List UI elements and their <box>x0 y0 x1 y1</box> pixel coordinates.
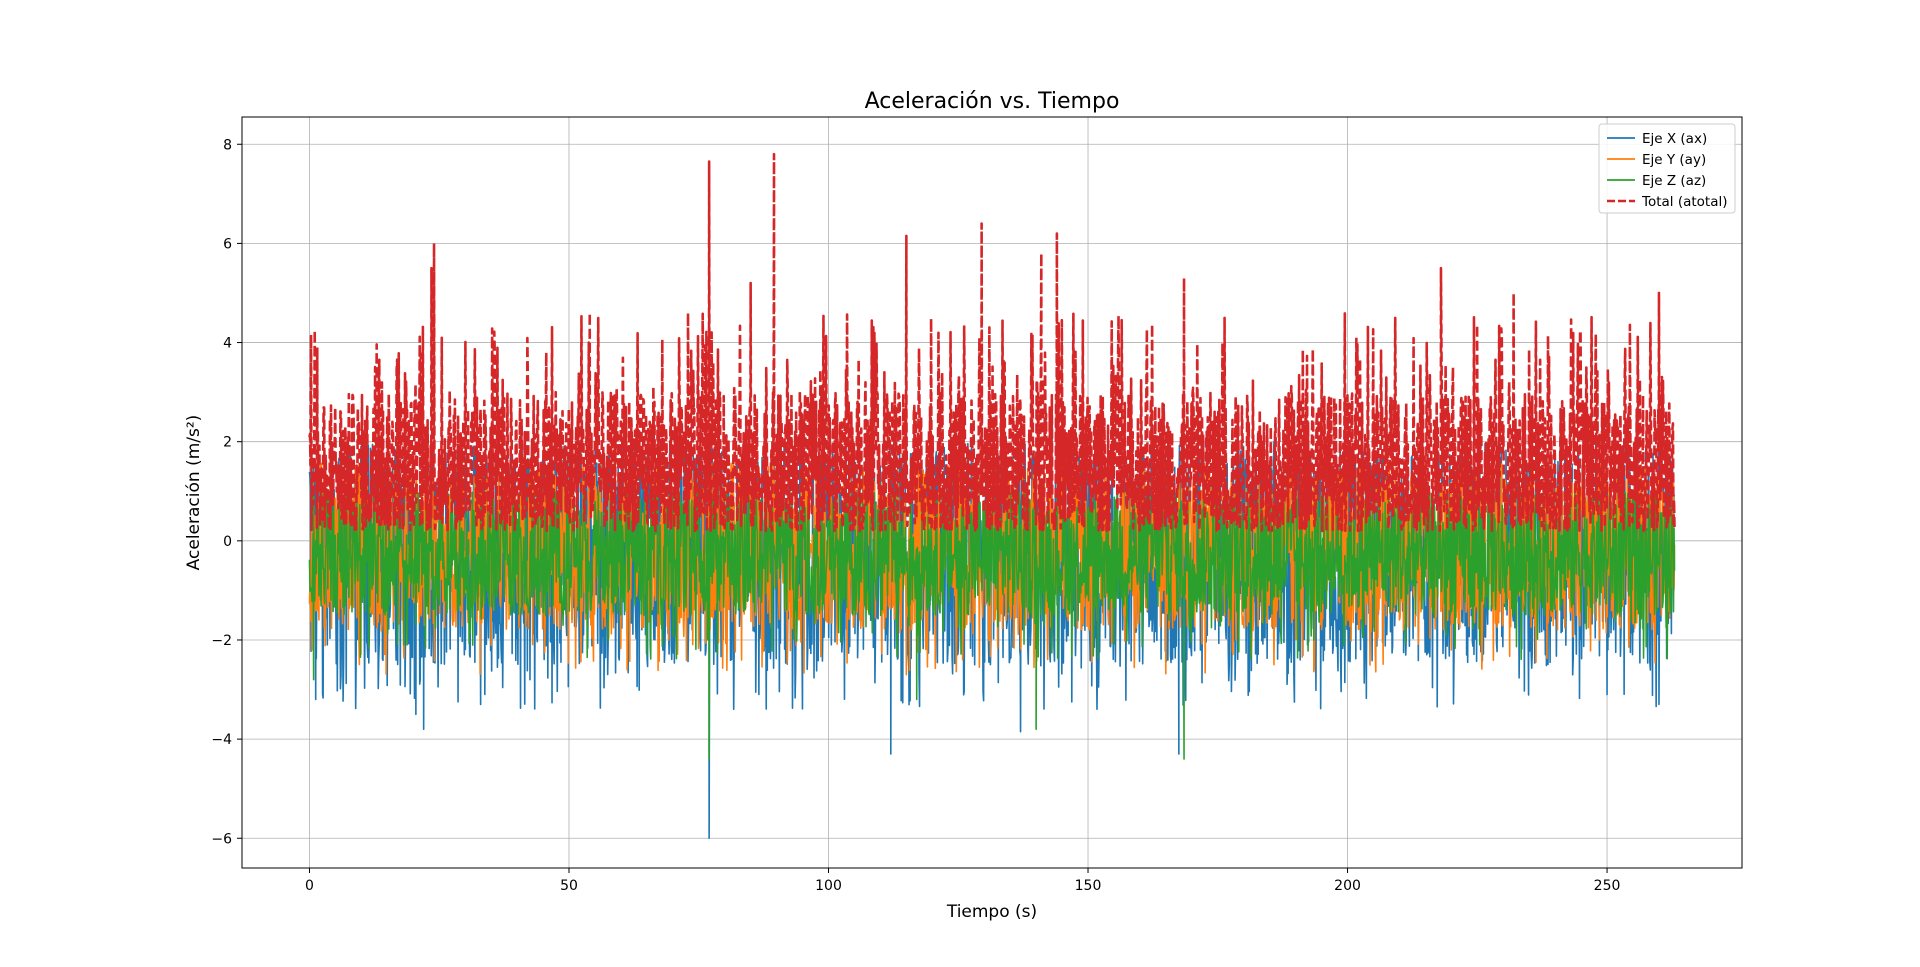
y-axis: −6 −4 −2 0 2 4 6 8 <box>211 137 242 847</box>
x-tick-label: 50 <box>560 878 578 894</box>
y-tick-label: 0 <box>223 534 232 550</box>
x-tick-label: 250 <box>1594 878 1621 894</box>
y-tick-label: 6 <box>223 236 232 252</box>
legend-label: Eje Z (az) <box>1642 173 1706 189</box>
x-tick-label: 200 <box>1334 878 1361 894</box>
x-axis: 0 50 100 150 200 250 <box>305 868 1620 894</box>
y-tick-label: −6 <box>211 831 232 847</box>
plot-area <box>308 152 1676 840</box>
legend-label: Total (atotal) <box>1641 194 1728 210</box>
x-tick-label: 150 <box>1075 878 1102 894</box>
y-tick-label: 8 <box>223 137 232 153</box>
chart-title: Aceleración vs. Tiempo <box>865 89 1120 114</box>
axes-frame <box>241 116 1743 869</box>
x-tick-label: 100 <box>815 878 842 894</box>
x-axis-title: Tiempo (s) <box>946 902 1037 922</box>
legend: Eje X (ax) Eje Y (ay) Eje Z (az) Total (ato… <box>1598 123 1736 214</box>
y-tick-label: −4 <box>211 732 232 748</box>
legend-label: Eje Y (ay) <box>1642 152 1706 168</box>
y-tick-label: 2 <box>223 435 232 451</box>
x-tick-label: 0 <box>305 878 314 894</box>
legend-box <box>1598 123 1736 214</box>
y-axis-title: Aceleración (m/s²) <box>184 415 204 571</box>
y-tick-label: 4 <box>223 336 232 352</box>
series-line-total-atotal <box>308 152 1676 533</box>
y-tick-label: −2 <box>211 633 232 649</box>
legend-label: Eje X (ax) <box>1642 131 1707 147</box>
